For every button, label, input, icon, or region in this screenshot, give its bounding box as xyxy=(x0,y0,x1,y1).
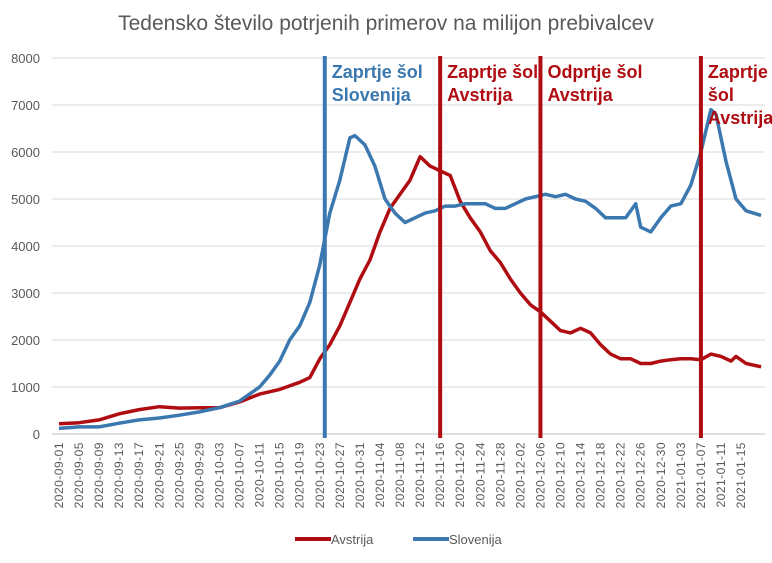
x-tick-label: 2020-12-14 xyxy=(574,442,588,508)
y-tick-label: 7000 xyxy=(11,98,40,113)
annotation-label: Slovenija xyxy=(332,85,412,105)
x-tick-label: 2020-10-19 xyxy=(293,442,307,508)
chart-title: Tedensko število potrjenih primerov na m… xyxy=(118,12,654,35)
x-tick-label: 2020-10-31 xyxy=(353,442,367,508)
y-tick-label: 3000 xyxy=(11,286,40,301)
annotation-label: Zaprtje xyxy=(708,62,768,82)
x-tick-label: 2020-10-07 xyxy=(233,442,247,508)
x-tick-label: 2020-09-13 xyxy=(112,442,126,508)
y-axis: 0 1000 2000 3000 4000 5000 6000 7000 8000 xyxy=(11,51,40,442)
legend-label: Slovenija xyxy=(449,532,503,547)
x-tick-label: 2020-10-11 xyxy=(253,442,267,508)
gridlines xyxy=(52,57,765,435)
legend: Avstrija Slovenija xyxy=(295,532,503,547)
x-tick-label: 2020-11-28 xyxy=(493,442,507,508)
y-tick-label: 0 xyxy=(33,427,40,442)
y-tick-label: 1000 xyxy=(11,380,40,395)
x-tick-label: 2021-01-07 xyxy=(694,442,708,508)
annotation-label: Avstrija xyxy=(547,85,613,105)
x-tick-label: 2020-09-01 xyxy=(52,442,66,508)
x-axis: 2020-09-01 2020-09-05 2020-09-09 2020-09-13… xyxy=(52,442,748,508)
y-tick-label: 6000 xyxy=(11,145,40,160)
x-tick-label: 2020-12-10 xyxy=(554,442,568,508)
x-tick-label: 2020-09-21 xyxy=(152,442,166,508)
x-tick-label: 2020-11-20 xyxy=(453,442,467,508)
x-tick-label: 2020-12-06 xyxy=(533,442,547,508)
y-tick-label: 8000 xyxy=(11,51,40,66)
x-tick-label: 2020-10-15 xyxy=(273,442,287,508)
x-tick-label: 2020-09-29 xyxy=(192,442,206,508)
y-tick-label: 5000 xyxy=(11,192,40,207)
y-tick-label: 2000 xyxy=(11,333,40,348)
x-tick-label: 2020-12-02 xyxy=(513,442,527,508)
x-tick-label: 2020-12-26 xyxy=(634,442,648,508)
annotation-label: Avstrija xyxy=(447,85,513,105)
y-tick-label: 4000 xyxy=(11,239,40,254)
series-lines xyxy=(58,107,762,431)
x-tick-label: 2020-09-09 xyxy=(92,442,106,508)
x-tick-label: 2020-11-08 xyxy=(393,442,407,508)
x-tick-label: 2021-01-15 xyxy=(734,442,748,508)
x-tick-label: 2020-09-17 xyxy=(132,442,146,508)
x-tick-label: 2020-11-16 xyxy=(433,442,447,508)
legend-label: Avstrija xyxy=(331,532,374,547)
x-tick-label: 2020-10-03 xyxy=(212,442,226,508)
x-tick-label: 2020-11-24 xyxy=(473,442,487,508)
series-line-avstrija xyxy=(58,154,762,426)
x-tick-label: 2020-12-18 xyxy=(594,442,608,508)
x-tick-label: 2020-09-05 xyxy=(72,442,86,508)
x-tick-label: 2020-10-27 xyxy=(333,442,347,508)
x-tick-label: 2020-12-30 xyxy=(654,442,668,508)
annotation-label: šol xyxy=(708,85,734,105)
annotation-label: Zaprtje šol xyxy=(447,62,538,82)
x-tick-label: 2020-11-12 xyxy=(413,442,427,508)
series-line-slovenija xyxy=(58,107,762,431)
x-tick-label: 2020-09-25 xyxy=(172,442,186,508)
annotation-label: Zaprtje šol xyxy=(332,62,423,82)
annotations: Zaprtje šol Slovenija Zaprtje šol Avstrija O… xyxy=(322,56,772,438)
x-tick-label: 2021-01-11 xyxy=(714,442,728,508)
x-tick-label: 2020-12-22 xyxy=(614,442,628,508)
x-tick-label: 2020-11-04 xyxy=(373,442,387,508)
x-tick-label: 2020-10-23 xyxy=(313,442,327,508)
x-tick-label: 2021-01-03 xyxy=(674,442,688,508)
annotation-label: Avstrija xyxy=(708,108,772,128)
annotation-label: Odprtje šol xyxy=(547,62,642,82)
